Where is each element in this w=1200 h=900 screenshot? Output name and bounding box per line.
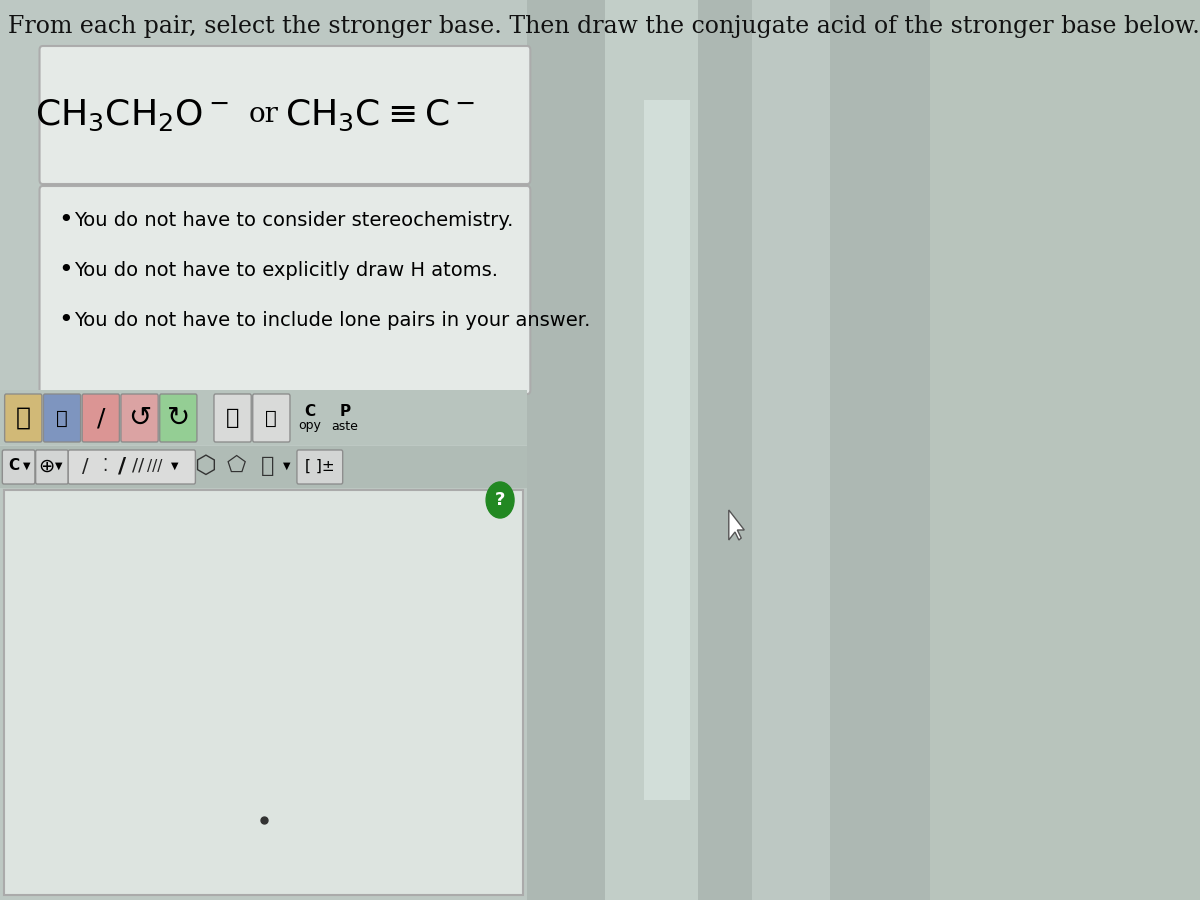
FancyBboxPatch shape bbox=[643, 100, 690, 800]
Text: ▼: ▼ bbox=[170, 461, 178, 471]
FancyBboxPatch shape bbox=[527, 0, 930, 900]
Text: /: / bbox=[97, 406, 104, 430]
Text: ///: /// bbox=[148, 458, 163, 473]
Text: 🧴: 🧴 bbox=[56, 409, 68, 428]
Polygon shape bbox=[728, 510, 744, 540]
FancyBboxPatch shape bbox=[0, 0, 527, 900]
Text: ⁚: ⁚ bbox=[102, 457, 107, 475]
FancyBboxPatch shape bbox=[82, 394, 119, 442]
Text: ⊕: ⊕ bbox=[38, 456, 55, 475]
Text: You do not have to consider stereochemistry.: You do not have to consider stereochemis… bbox=[73, 211, 514, 230]
Text: ▼: ▼ bbox=[23, 461, 30, 471]
FancyBboxPatch shape bbox=[160, 394, 197, 442]
Text: ▼: ▼ bbox=[283, 461, 290, 471]
Text: •: • bbox=[58, 308, 73, 332]
Text: C: C bbox=[8, 458, 19, 473]
FancyBboxPatch shape bbox=[4, 490, 523, 895]
Text: You do not have to explicitly draw H atoms.: You do not have to explicitly draw H ato… bbox=[73, 260, 498, 280]
FancyBboxPatch shape bbox=[0, 390, 527, 445]
Text: /: / bbox=[119, 456, 126, 476]
Text: ⬠: ⬠ bbox=[227, 456, 246, 476]
Text: [ ]±: [ ]± bbox=[305, 458, 335, 473]
Text: ↻: ↻ bbox=[167, 404, 190, 432]
FancyBboxPatch shape bbox=[121, 394, 158, 442]
Text: or: or bbox=[248, 102, 278, 129]
Text: ✋: ✋ bbox=[16, 406, 31, 430]
Text: From each pair, select the stronger base. Then draw the conjugate acid of the st: From each pair, select the stronger base… bbox=[7, 15, 1200, 38]
Text: $\mathrm{CH_3C{\equiv}C^-}$: $\mathrm{CH_3C{\equiv}C^-}$ bbox=[284, 97, 475, 132]
FancyBboxPatch shape bbox=[605, 0, 697, 900]
Text: $\mathrm{CH_3CH_2O^-}$: $\mathrm{CH_3CH_2O^-}$ bbox=[35, 97, 229, 132]
FancyBboxPatch shape bbox=[36, 450, 68, 484]
Text: P: P bbox=[340, 404, 350, 419]
Text: /: / bbox=[82, 456, 89, 475]
FancyBboxPatch shape bbox=[43, 394, 80, 442]
Text: ?: ? bbox=[494, 491, 505, 509]
Text: opy: opy bbox=[299, 419, 322, 433]
Text: 🔍: 🔍 bbox=[265, 409, 277, 428]
Text: 🔍: 🔍 bbox=[226, 408, 239, 428]
FancyBboxPatch shape bbox=[40, 46, 530, 184]
FancyBboxPatch shape bbox=[253, 394, 290, 442]
Text: //: // bbox=[132, 457, 144, 475]
FancyBboxPatch shape bbox=[68, 450, 196, 484]
FancyBboxPatch shape bbox=[0, 446, 527, 488]
FancyBboxPatch shape bbox=[296, 450, 343, 484]
FancyBboxPatch shape bbox=[2, 450, 35, 484]
Text: •: • bbox=[58, 258, 73, 282]
FancyBboxPatch shape bbox=[752, 0, 829, 900]
Text: You do not have to include lone pairs in your answer.: You do not have to include lone pairs in… bbox=[73, 310, 590, 329]
Text: C: C bbox=[305, 404, 316, 419]
Text: ↺: ↺ bbox=[128, 404, 151, 432]
Text: •: • bbox=[58, 208, 73, 232]
FancyBboxPatch shape bbox=[40, 186, 530, 394]
FancyBboxPatch shape bbox=[5, 394, 42, 442]
Text: ⬡: ⬡ bbox=[194, 454, 216, 478]
Text: ▼: ▼ bbox=[55, 461, 62, 471]
FancyBboxPatch shape bbox=[214, 394, 251, 442]
Text: aste: aste bbox=[331, 419, 359, 433]
Text: ⬜: ⬜ bbox=[260, 456, 274, 476]
Circle shape bbox=[486, 482, 514, 518]
